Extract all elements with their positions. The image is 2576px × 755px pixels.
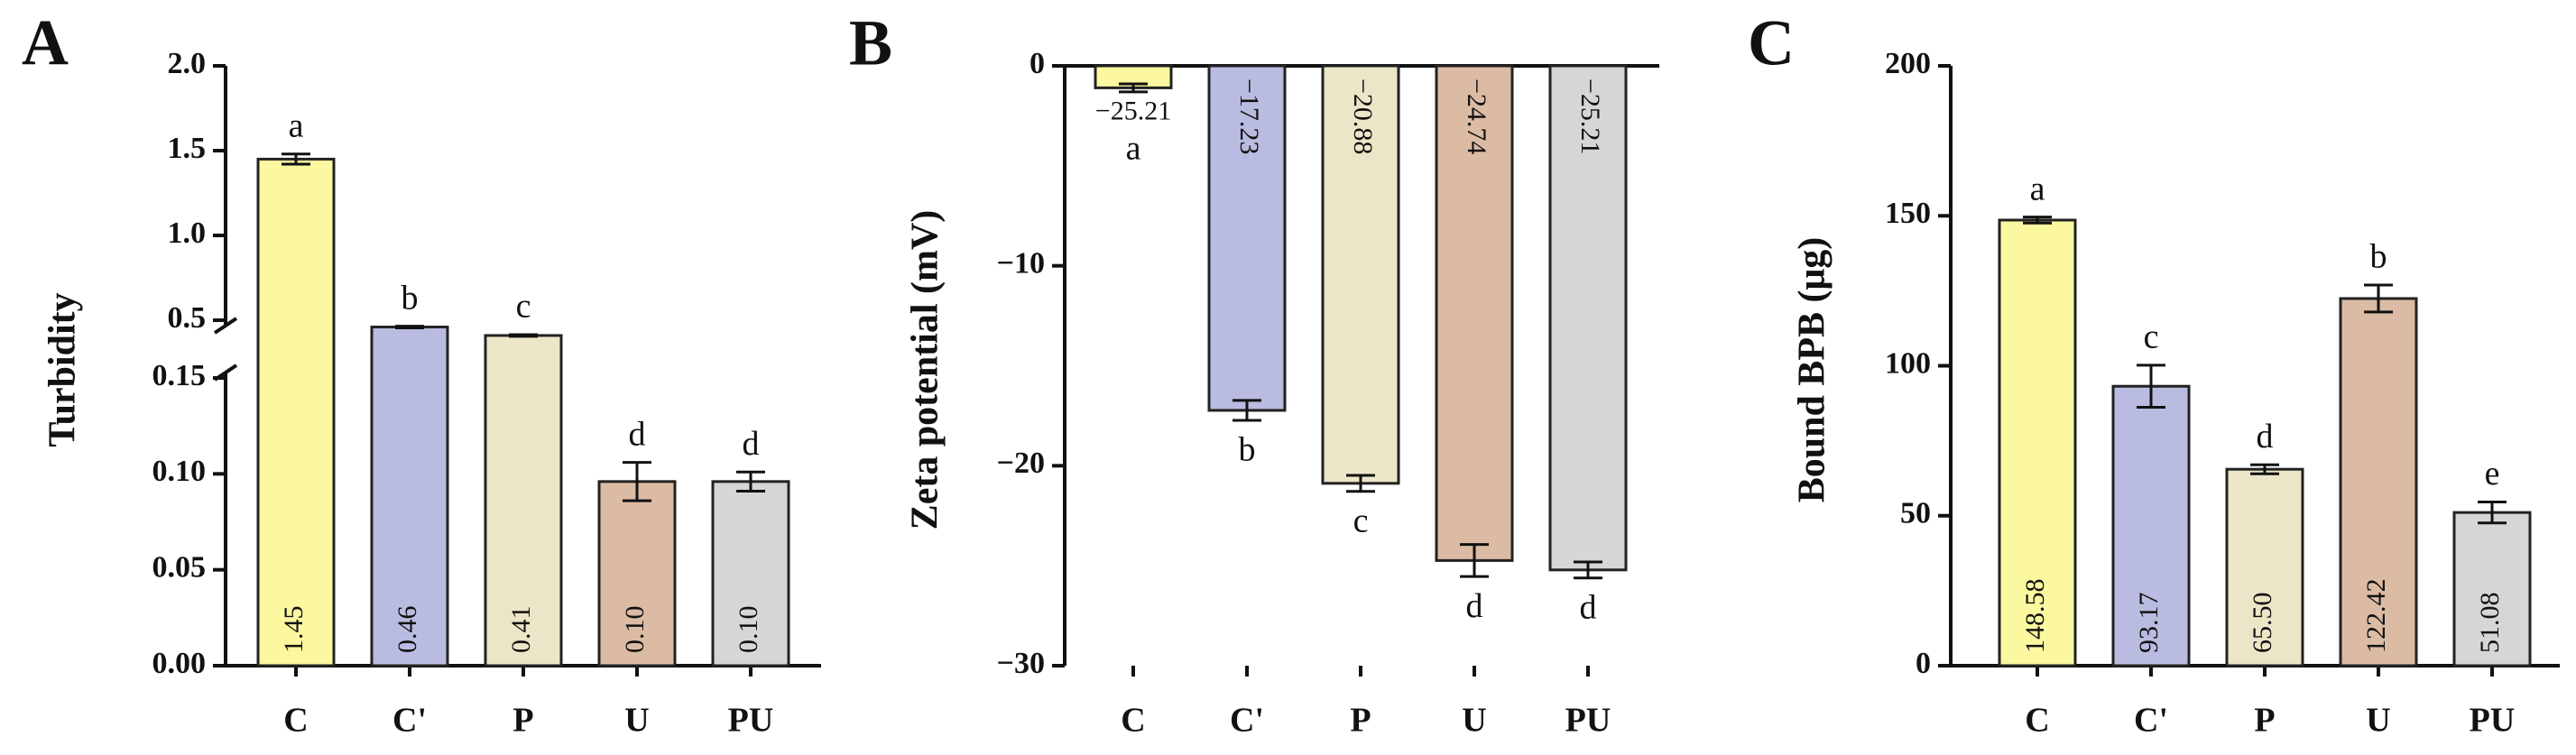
error-bar: [282, 152, 310, 166]
panel-label: B: [849, 7, 892, 79]
x-tick-label: P: [1350, 702, 1371, 740]
bar: [2111, 384, 2191, 668]
bar: [484, 334, 563, 668]
y-tick-label: −20: [997, 447, 1045, 480]
x-tick-label: C': [392, 702, 427, 740]
panel-label: A: [22, 7, 69, 79]
error-bar: [509, 333, 538, 338]
y-tick-label: −30: [997, 647, 1045, 680]
letter: c: [516, 288, 531, 326]
value-label: 65.50: [2248, 593, 2277, 654]
letter: a: [2030, 170, 2045, 207]
letter: d: [1466, 587, 1483, 625]
value-label: 0.10: [620, 606, 650, 654]
value-label: −24.74: [1462, 78, 1491, 154]
value-label: 51.08: [2475, 593, 2505, 654]
value-label: 0.10: [734, 606, 763, 654]
x-tick-label: C': [1230, 702, 1264, 740]
y-tick-label: 200: [1885, 47, 1931, 80]
value-label: −17.23: [1234, 78, 1264, 154]
value-label: −25.21: [1095, 97, 1171, 126]
letter: d: [1580, 588, 1597, 626]
y-tick-label: 0.5: [168, 301, 207, 335]
y-tick-label: −10: [997, 246, 1045, 280]
error-bar: [2478, 501, 2507, 525]
y-tick-label: 2.0: [168, 47, 207, 80]
x-tick-label: P: [2254, 702, 2275, 740]
error-bar: [2137, 364, 2165, 409]
y-tick-label: 1.0: [168, 216, 207, 250]
value-label: 122.42: [2361, 579, 2391, 654]
error-bar: [1119, 82, 1148, 94]
letter: b: [2370, 238, 2387, 276]
letter: a: [289, 106, 304, 144]
error-bar: [2023, 216, 2052, 225]
value-label: 0.46: [392, 606, 422, 654]
letter: d: [743, 425, 760, 463]
error-bar: [623, 461, 651, 502]
y-tick-label: 0.15: [152, 359, 207, 392]
x-tick-label: C: [2025, 702, 2049, 740]
letter: d: [2257, 418, 2274, 456]
value-label: 1.45: [279, 606, 309, 654]
error-bar: [2364, 283, 2393, 314]
bar: [1548, 64, 1628, 572]
error-bar: [1460, 543, 1489, 578]
bar: [256, 157, 336, 668]
axis-break: [213, 317, 238, 335]
bar: [2225, 467, 2304, 668]
x-tick-label: PU: [728, 702, 774, 740]
panel-label: C: [1748, 7, 1795, 79]
x-tick-label: PU: [2470, 702, 2516, 740]
error-bar: [1233, 399, 1261, 422]
bar: [1207, 64, 1287, 412]
bar: [597, 480, 677, 668]
y-tick-label: 0: [1916, 647, 1931, 680]
y-tick-label: 50: [1900, 497, 1931, 530]
y-tick-label: 150: [1885, 197, 1931, 230]
letter: e: [2485, 455, 2500, 493]
error-bar: [736, 470, 765, 493]
axis-title: Bound BPB (μg): [1792, 237, 1833, 503]
error-bar: [1574, 560, 1602, 580]
x-tick-label: C: [283, 702, 308, 740]
bar: [1435, 64, 1514, 562]
letter: a: [1126, 130, 1141, 168]
axis-title: Zeta potential (mV): [905, 210, 946, 530]
letter: b: [1239, 431, 1256, 469]
y-tick-label: 0.05: [152, 550, 207, 584]
x-tick-label: U: [624, 702, 649, 740]
x-tick-label: U: [1462, 702, 1486, 740]
letter: c: [1353, 502, 1369, 539]
letter: d: [629, 415, 646, 453]
x-tick-label: C: [1121, 702, 1145, 740]
y-tick-label: 1.5: [168, 132, 207, 165]
value-label: 93.17: [2134, 593, 2164, 654]
bar: [2452, 511, 2532, 668]
error-bar: [2250, 463, 2279, 475]
y-tick-label: 0: [1029, 47, 1045, 80]
value-label: 0.41: [506, 606, 536, 654]
bar: [1998, 218, 2077, 668]
error-bar: [395, 325, 424, 329]
letter: c: [2144, 318, 2159, 356]
x-tick-label: U: [2366, 702, 2390, 740]
letter: b: [402, 279, 419, 317]
error-bar: [1346, 474, 1375, 493]
axis-title: Turbidity: [42, 292, 84, 447]
value-label: −20.88: [1348, 78, 1378, 154]
y-tick-label: 0.10: [152, 455, 207, 488]
value-label: 148.58: [2020, 579, 2050, 654]
x-tick-label: P: [512, 702, 533, 740]
bar: [1321, 64, 1400, 485]
x-tick-label: C': [2134, 702, 2168, 740]
value-label: −25.21: [1575, 78, 1605, 154]
bar: [2339, 297, 2418, 668]
y-tick-label: 100: [1885, 346, 1931, 380]
y-tick-label: 0.00: [152, 647, 207, 680]
x-tick-label: PU: [1565, 702, 1611, 740]
